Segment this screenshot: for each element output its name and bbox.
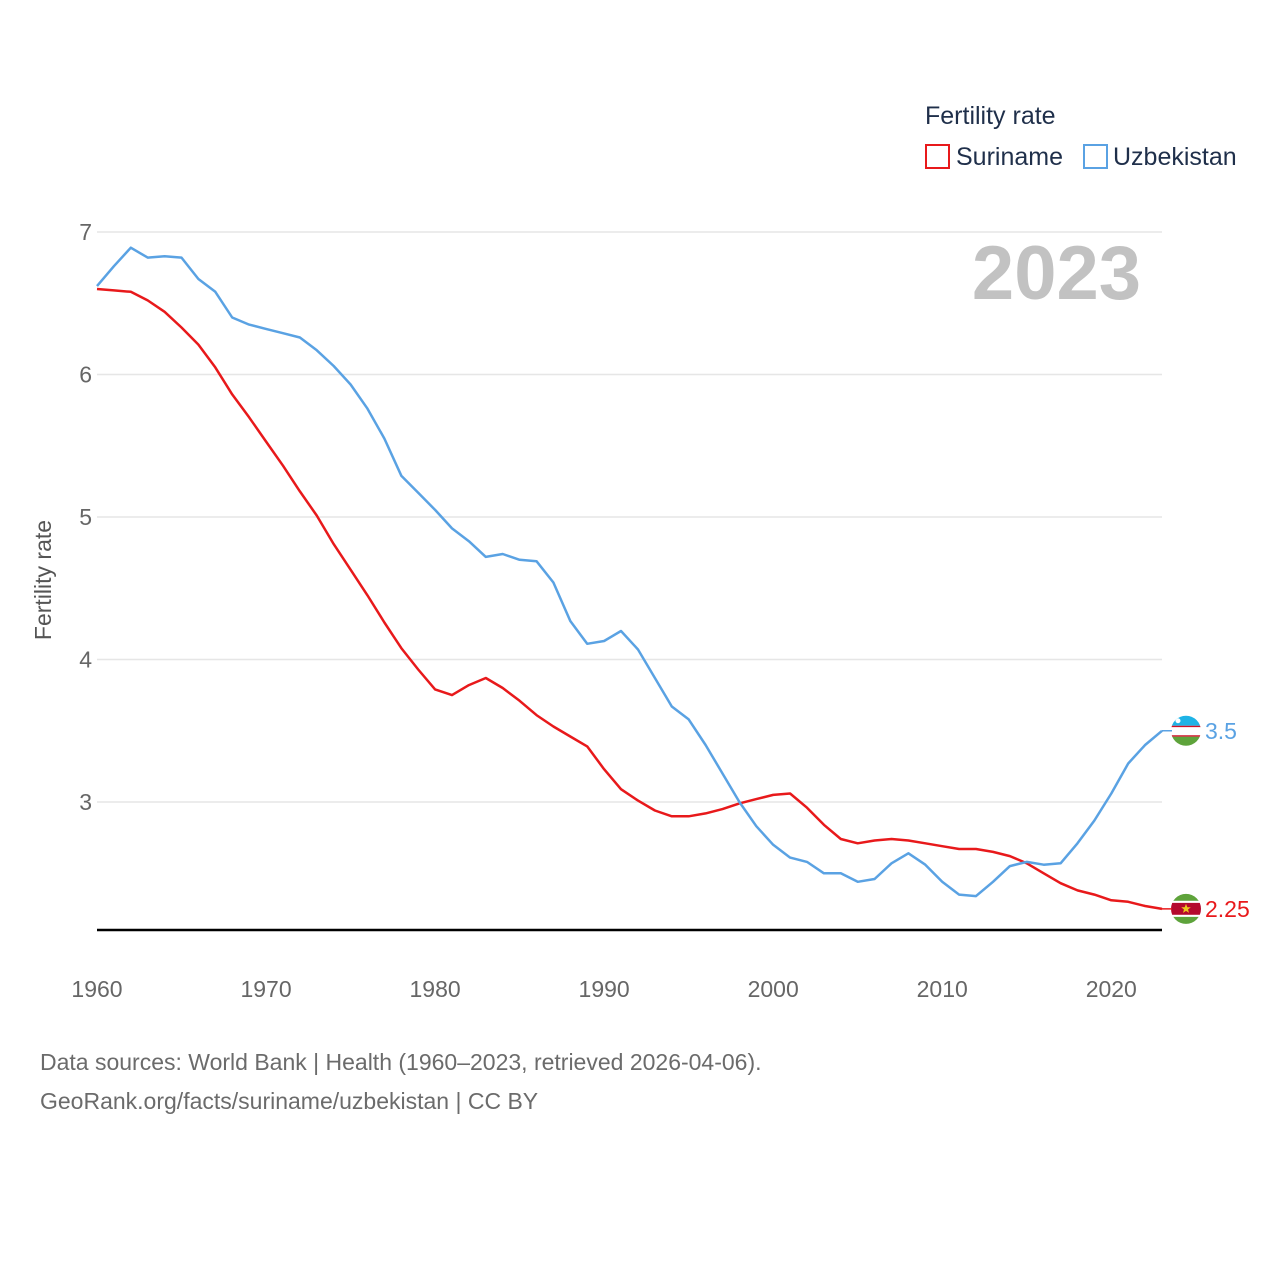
legend[interactable]: Fertility rate Suriname Uzbekistan <box>925 102 1237 171</box>
series-line-uzbekistan[interactable] <box>96 246 1163 898</box>
legend-label-suriname: Suriname <box>956 143 1063 171</box>
source-link[interactable]: GeoRank.org/facts/suriname/uzbekistan | … <box>40 1088 539 1114</box>
data-source-note: Data sources: World Bank | Health (1960–… <box>40 1043 762 1121</box>
x-tick-label: 2010 <box>917 976 968 1002</box>
legend-swatch-uzbekistan <box>1083 144 1108 169</box>
legend-label-uzbekistan: Uzbekistan <box>1113 143 1237 171</box>
year-label: 2023 <box>972 231 1141 316</box>
suriname-end-value: 2.25 <box>1205 896 1250 922</box>
series-line-suriname[interactable] <box>96 287 1163 911</box>
y-tick-label: 4 <box>79 647 92 673</box>
y-tick-label: 7 <box>79 219 92 245</box>
grid-lines <box>97 231 1162 803</box>
legend-item-uzbekistan[interactable]: Uzbekistan <box>1083 143 1237 171</box>
legend-item-suriname[interactable]: Suriname <box>925 143 1063 171</box>
legend-title: Fertility rate <box>925 102 1056 130</box>
x-tick-label: 1960 <box>71 976 122 1002</box>
x-tick-label: 1990 <box>579 976 630 1002</box>
end-markers: 2.25 3.5 <box>1162 715 1250 924</box>
x-tick-label: 2000 <box>748 976 799 1002</box>
x-tick-label: 2020 <box>1086 976 1137 1002</box>
source-line: Data sources: World Bank | Health (1960–… <box>40 1049 762 1075</box>
series-lines <box>96 246 1163 911</box>
x-tick-label: 1980 <box>410 976 461 1002</box>
uzbekistan-end-value: 3.5 <box>1205 718 1237 744</box>
x-axis-ticks: 1960 1970 1980 1990 2000 2010 2020 <box>71 976 1136 1002</box>
y-tick-label: 3 <box>79 789 92 815</box>
suriname-flag-icon <box>1171 893 1201 924</box>
uzbekistan-flag-icon <box>1171 715 1201 746</box>
y-axis-ticks: 3 4 5 6 7 <box>79 219 92 815</box>
y-axis-label: Fertility rate <box>30 520 56 640</box>
x-tick-label: 1970 <box>240 976 291 1002</box>
y-tick-label: 6 <box>79 362 92 388</box>
y-tick-label: 5 <box>79 504 92 530</box>
legend-swatch-suriname <box>925 144 950 169</box>
